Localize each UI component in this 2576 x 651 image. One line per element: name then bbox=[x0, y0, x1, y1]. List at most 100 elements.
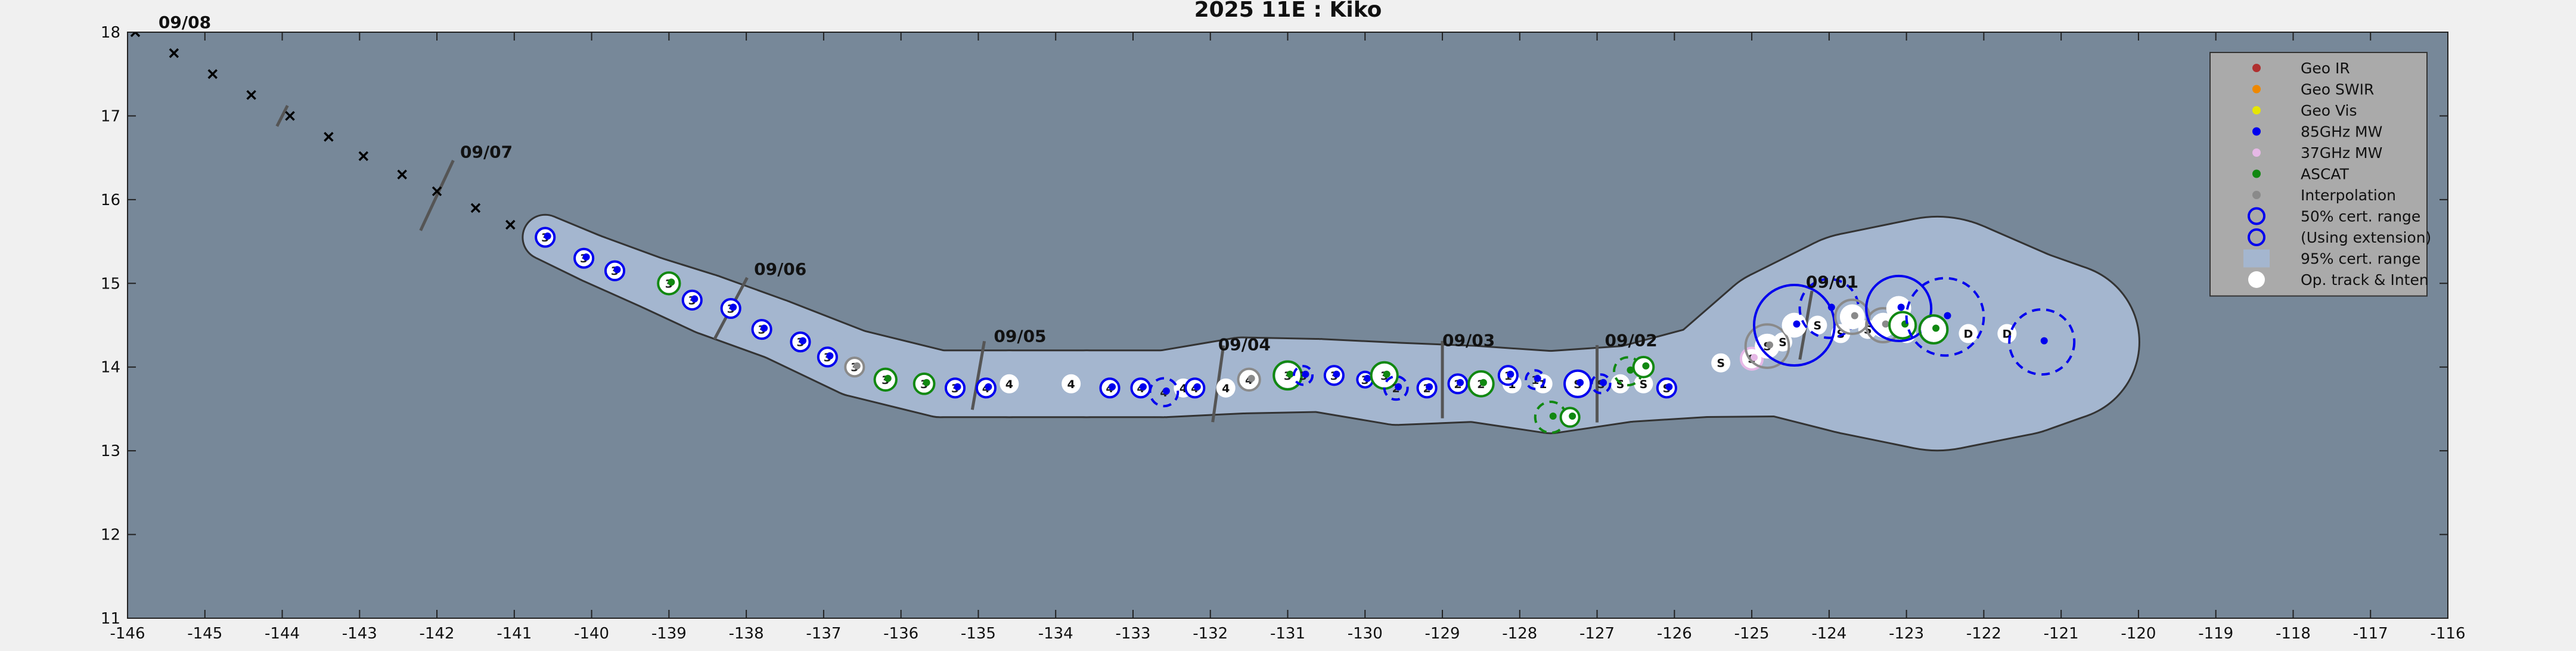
fix-range-circle bbox=[1752, 284, 1836, 367]
legend-marker-dot bbox=[2252, 148, 2261, 157]
fix-interp: S bbox=[1744, 323, 1790, 369]
legend-label: Geo SWIR bbox=[2301, 81, 2374, 98]
fix-interp bbox=[1834, 298, 1871, 336]
axis-layer: -146 -145 -144 -143 -142 -141 -140 -139 -138 -137… bbox=[101, 24, 2466, 643]
fix-range-circle bbox=[751, 318, 772, 340]
fix-mw85: 3 bbox=[790, 331, 811, 353]
fix-center-dot bbox=[1882, 320, 1889, 328]
fix-center-dot bbox=[1766, 341, 1774, 349]
x-tick-label: -117 bbox=[2353, 625, 2388, 643]
forecast-point bbox=[169, 48, 179, 58]
fix-center-dot bbox=[1364, 374, 1371, 382]
legend-marker-dot bbox=[2252, 127, 2261, 136]
fix-range-circle bbox=[1632, 355, 1655, 379]
track-dot bbox=[1959, 324, 1978, 343]
fix-mw85: 3 bbox=[535, 227, 556, 248]
fix-mw85: 2 bbox=[1416, 377, 1438, 399]
date-label-layer: 09/07 09/06 09/05 09/04 09/03 09/02 09/01 09/08 bbox=[159, 13, 1858, 355]
fix-range-circle bbox=[975, 377, 997, 399]
fix-mw85: 3 bbox=[944, 377, 966, 399]
legend-label: 50% cert. range bbox=[2301, 208, 2420, 225]
fix-center-dot bbox=[1247, 374, 1255, 382]
day-tick bbox=[419, 159, 455, 231]
fix-mw85: 3 bbox=[1356, 370, 1374, 389]
track-dot bbox=[1000, 374, 1019, 393]
fix-center-dot bbox=[1395, 383, 1402, 390]
forecast-point bbox=[246, 90, 256, 100]
fix-mw85: 3 bbox=[604, 260, 626, 281]
track-dot-label: S bbox=[1717, 357, 1725, 370]
fix-range-circle bbox=[1918, 314, 1949, 345]
fix-ascat: 2 bbox=[1467, 370, 1495, 398]
track-dot-label: S bbox=[1814, 320, 1822, 333]
fix-center-dot bbox=[826, 352, 834, 359]
x-tick-label: -142 bbox=[420, 625, 455, 643]
fix-center-dot bbox=[1193, 383, 1201, 390]
forecast-point bbox=[324, 132, 334, 142]
x-tick-label: -135 bbox=[961, 625, 996, 643]
track-dot bbox=[1216, 378, 1236, 398]
x-tick-label: -123 bbox=[1889, 625, 1924, 643]
track-dot-label: S bbox=[1640, 378, 1648, 391]
fix-center-dot bbox=[1426, 383, 1433, 390]
track-dot bbox=[1831, 324, 1851, 343]
forecast-point bbox=[285, 111, 295, 121]
fix-center-dot bbox=[1627, 366, 1634, 374]
x-tick-label: -121 bbox=[2044, 625, 2079, 643]
date-label: 09/03 bbox=[1442, 331, 1495, 351]
date-label: 09/06 bbox=[754, 259, 806, 279]
fix-center-dot bbox=[1897, 303, 1905, 311]
x-tick-label: -120 bbox=[2121, 625, 2156, 643]
fix-center-dot bbox=[1600, 379, 1607, 386]
fix-range-circle bbox=[1744, 323, 1790, 369]
fix-interp: 3 bbox=[844, 356, 865, 378]
fix-mw85: 4 bbox=[1130, 377, 1152, 399]
fix-range-circle bbox=[1416, 377, 1438, 399]
fix-range-circle bbox=[1497, 365, 1519, 386]
legend-label: Geo Vis bbox=[2301, 102, 2357, 119]
fix-range-circle bbox=[1292, 365, 1314, 386]
fix-range-circle bbox=[657, 271, 681, 296]
forecast-x-stroke bbox=[432, 186, 442, 197]
fix-interp: 4 bbox=[1237, 367, 1261, 392]
y-tick-label: 16 bbox=[101, 191, 120, 209]
x-tick-label: -119 bbox=[2198, 625, 2233, 643]
x-tick-label: -131 bbox=[1270, 625, 1305, 643]
track-dot-label: S bbox=[1779, 336, 1787, 349]
fix-center-dot bbox=[668, 278, 675, 286]
fix-range-circle bbox=[817, 346, 838, 368]
legend-marker-circle bbox=[2248, 207, 2265, 225]
fix-range-circle bbox=[844, 356, 865, 378]
fix-mw85: 3 bbox=[1323, 365, 1345, 386]
x-tick-label: -141 bbox=[496, 625, 532, 643]
x-tick-label: -118 bbox=[2276, 625, 2311, 643]
fix-mw85: 4 bbox=[1099, 377, 1121, 399]
fix-range-circle bbox=[1888, 311, 1917, 340]
track-dot bbox=[1711, 353, 1731, 373]
fix-range-circle bbox=[535, 227, 556, 248]
fix-mw85 bbox=[2008, 308, 2076, 376]
legend-label: 37GHz MW bbox=[2301, 144, 2382, 162]
fix-mw85 bbox=[1752, 284, 1836, 367]
x-tick-label: -122 bbox=[1966, 625, 2001, 643]
fix-center-dot bbox=[1944, 312, 1951, 320]
legend-label: Op. track & Inten bbox=[2301, 271, 2429, 289]
forecast-point bbox=[432, 186, 442, 197]
fix-ascat: 3 bbox=[873, 367, 898, 392]
x-tick-label: -134 bbox=[1038, 625, 1073, 643]
x-tick-label: -125 bbox=[1734, 625, 1770, 643]
fix-center-dot bbox=[1479, 379, 1487, 386]
forecast-point bbox=[397, 169, 407, 179]
chart-title: 2025 11E : Kiko bbox=[1194, 0, 1382, 22]
x-tick-label: -129 bbox=[1425, 625, 1460, 643]
x-tick-label: -124 bbox=[1811, 625, 1846, 643]
date-label: 09/01 bbox=[1806, 272, 1858, 292]
fix-center-dot bbox=[1932, 324, 1940, 332]
fix-mw85: 3 bbox=[817, 346, 838, 368]
x-tick-label: -136 bbox=[883, 625, 918, 643]
y-tick-label: 11 bbox=[101, 610, 120, 628]
x-tick-label: -139 bbox=[651, 625, 687, 643]
fix-center-dot bbox=[1383, 370, 1391, 378]
fix-center-dot bbox=[1569, 412, 1576, 420]
forecast-point bbox=[130, 32, 141, 38]
